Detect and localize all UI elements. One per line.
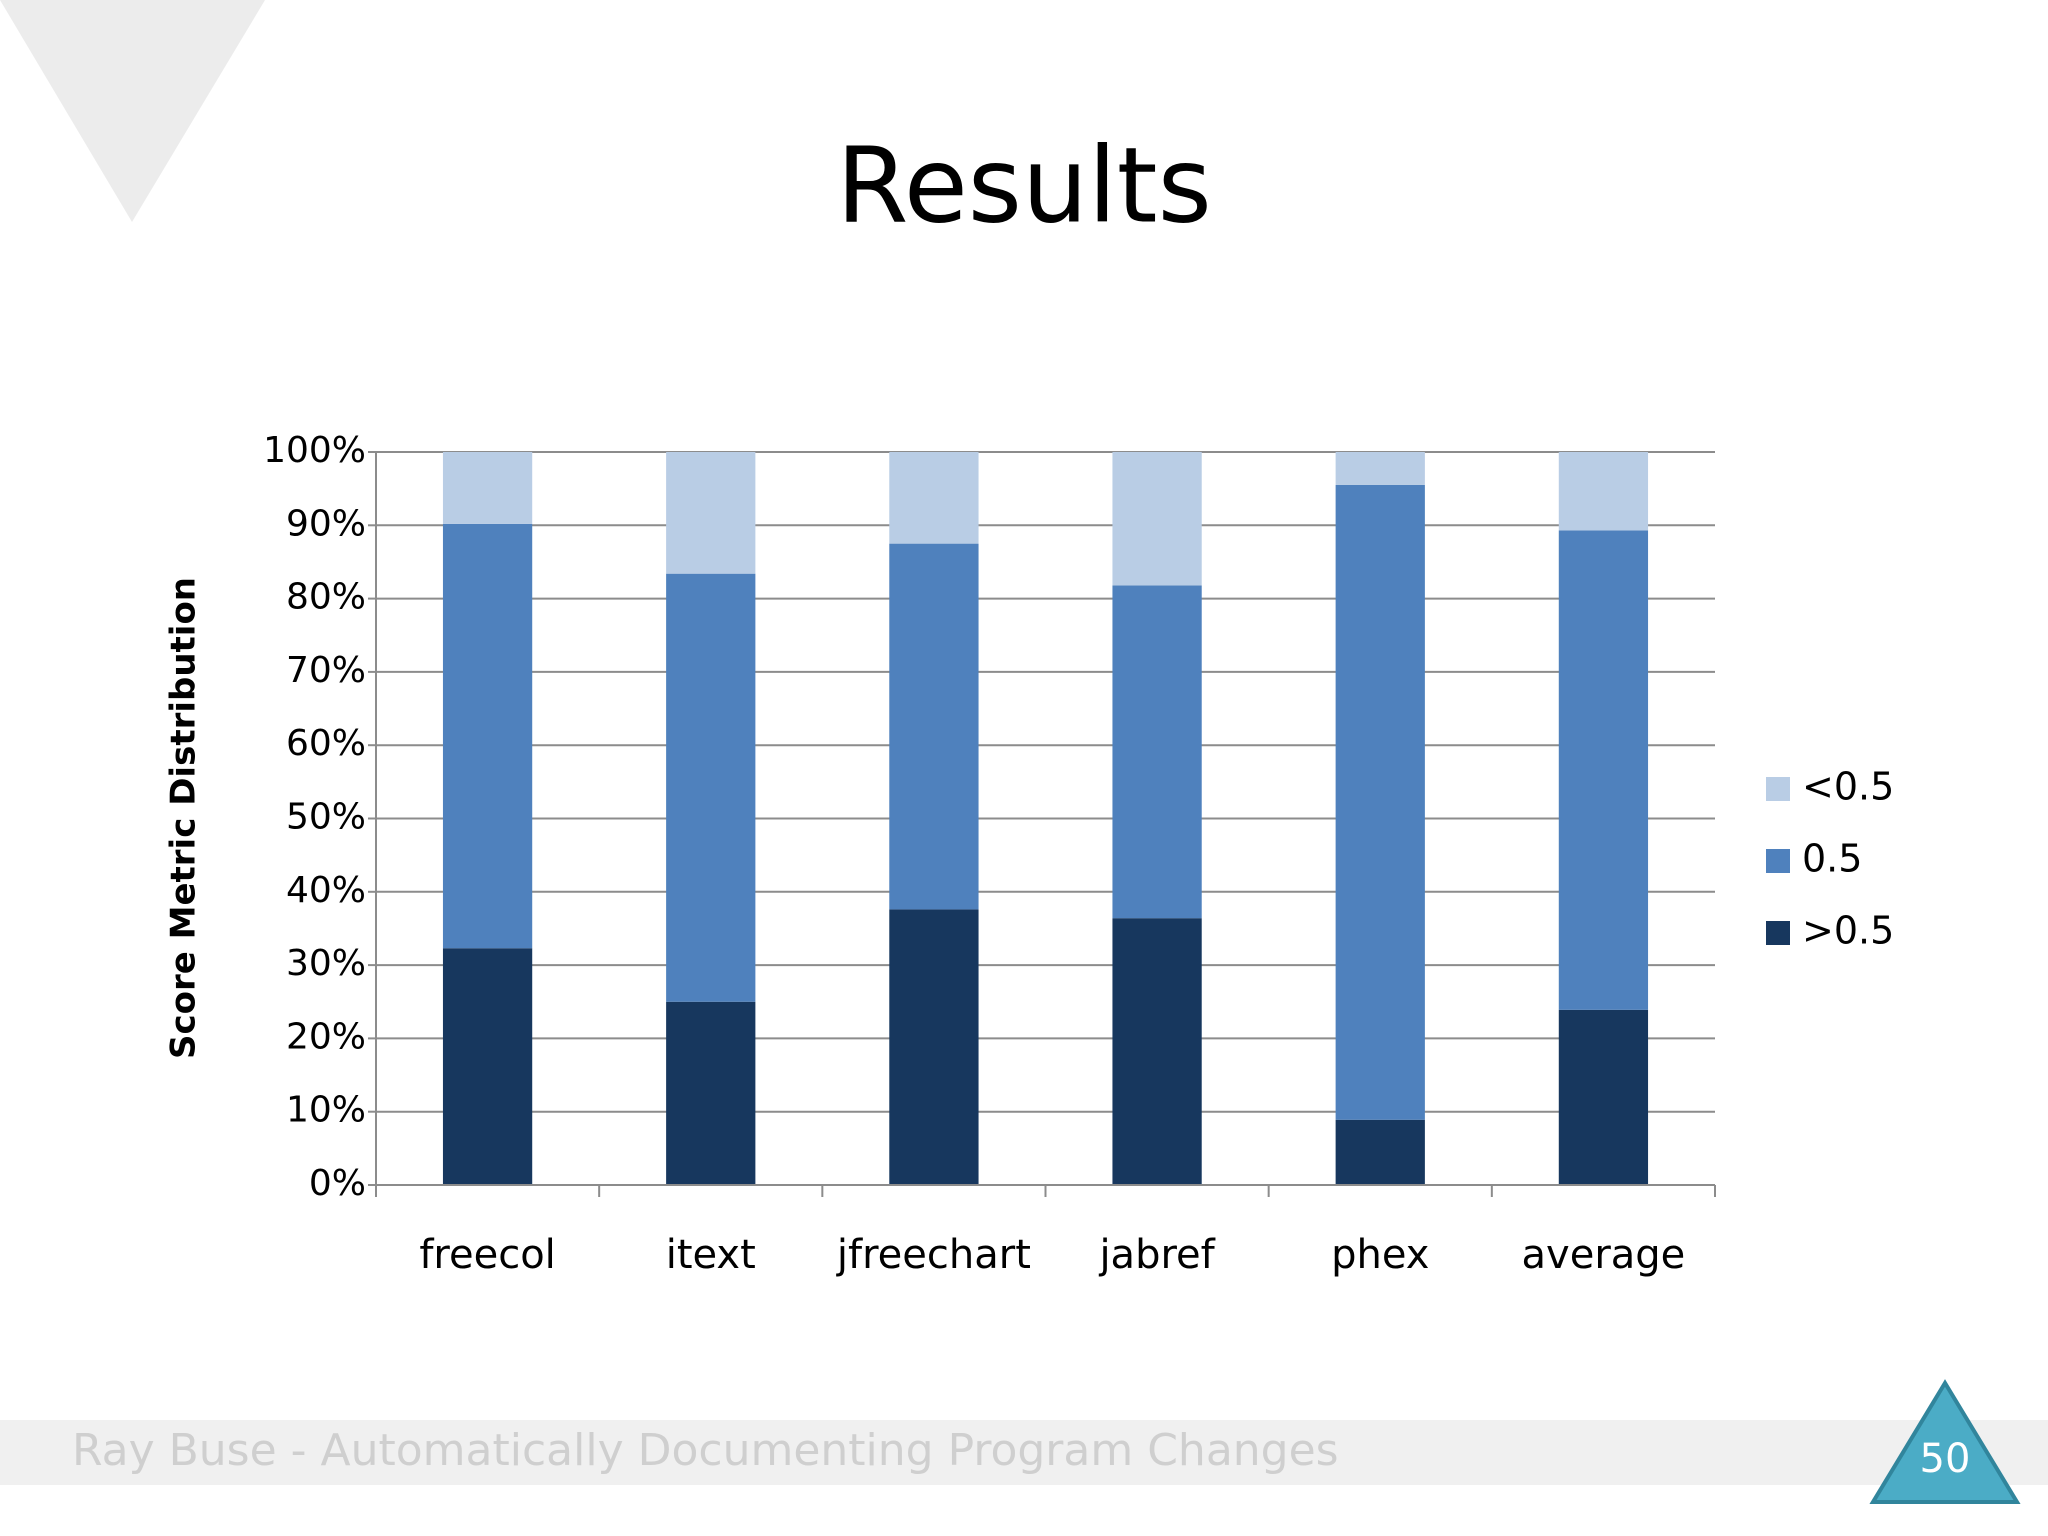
x-tick-label: jfreechart (836, 1232, 1031, 1278)
bar-segment (442, 452, 533, 524)
page-badge (1869, 1379, 2021, 1504)
y-tick-label: 50% (286, 797, 366, 838)
bar-segment (889, 543, 979, 910)
y-tick-label: 80% (286, 577, 366, 618)
bar-segment (1558, 530, 1649, 1010)
footer-band (0, 1420, 2048, 1485)
y-tick-label: 20% (286, 1016, 366, 1057)
y-tick-label: 0% (309, 1163, 366, 1204)
x-tick-label: average (1522, 1232, 1686, 1278)
x-tick-label: itext (666, 1232, 756, 1278)
y-tick-label: 90% (286, 503, 366, 544)
x-tick-label: phex (1331, 1232, 1429, 1278)
bar-segment (442, 523, 533, 949)
y-tick-label: 60% (286, 723, 366, 764)
bar-segment (1558, 452, 1649, 531)
y-tick-label: 10% (286, 1090, 366, 1131)
legend-swatch (1766, 849, 1790, 873)
y-tick-label: 40% (286, 870, 366, 911)
bar-segment (442, 948, 533, 1185)
bar-segment (666, 452, 756, 574)
bar-segment (1335, 484, 1425, 1120)
legend-label: <0.5 (1802, 765, 1894, 809)
bar-segment (1112, 452, 1202, 586)
y-tick-label: 30% (286, 943, 366, 984)
legend-label: 0.5 (1802, 837, 1862, 881)
bar-segment (1335, 452, 1425, 485)
bar-segment (666, 573, 756, 1002)
bar-segment (1558, 1009, 1649, 1185)
bar-segment (666, 1001, 756, 1185)
legend-swatch (1766, 921, 1790, 945)
legend-swatch (1766, 777, 1790, 801)
bar-segment (889, 909, 979, 1185)
bar-segment (1112, 918, 1202, 1185)
chart-title: Results (836, 124, 1212, 246)
page-number: 50 (1920, 1436, 1971, 1482)
bar-segment (1335, 1119, 1425, 1185)
y-tick-label: 70% (286, 650, 366, 691)
footer-text: Ray Buse - Automatically Documenting Pro… (72, 1425, 1339, 1476)
legend-label: >0.5 (1802, 909, 1894, 953)
bar-segment (889, 452, 979, 544)
y-tick-label: 100% (263, 430, 366, 471)
x-tick-label: jabref (1098, 1232, 1215, 1278)
corner-decoration (0, 0, 265, 222)
y-axis-title: Score Metric Distribution (164, 577, 204, 1059)
x-tick-label: freecol (419, 1232, 555, 1278)
bar-segment (1112, 585, 1202, 919)
